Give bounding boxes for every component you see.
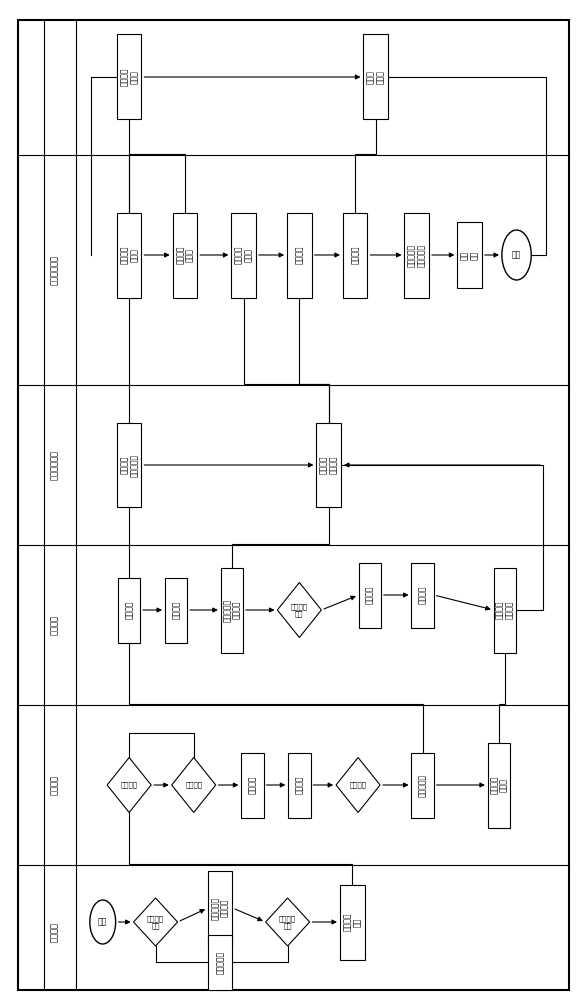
Text: 是否外包: 是否外包 <box>350 782 366 788</box>
Bar <box>359 562 381 628</box>
Text: 外包留样: 外包留样 <box>365 586 375 604</box>
Bar <box>494 567 516 652</box>
Text: 结束: 结束 <box>512 250 521 259</box>
Bar <box>117 422 141 507</box>
Text: 是否触起: 是否触起 <box>185 782 202 788</box>
Text: 审批信息单: 审批信息单 <box>215 950 225 974</box>
Bar <box>287 213 312 298</box>
Text: 迁样入库: 迁样入库 <box>171 601 181 619</box>
Bar <box>411 752 434 818</box>
Bar <box>173 213 197 298</box>
Text: 联系供应
商发货: 联系供应 商发货 <box>176 246 194 264</box>
Bar <box>363 34 388 119</box>
Text: 审核报表: 审核报表 <box>350 246 360 264</box>
Bar <box>404 213 429 298</box>
Text: 模起判断: 模起判断 <box>121 782 137 788</box>
Text: 接对样品
入库: 接对样品 入库 <box>343 913 362 931</box>
Text: 上传供应
商数据: 上传供应 商数据 <box>234 246 253 264</box>
Polygon shape <box>277 582 321 638</box>
Text: 服务类型
判断: 服务类型 判断 <box>291 603 308 617</box>
Bar <box>117 213 141 298</box>
Bar <box>488 742 510 828</box>
Text: 整理
开票: 整理 开票 <box>460 250 479 260</box>
Bar <box>288 752 311 818</box>
Text: 新建分包
服务单: 新建分包 服务单 <box>120 246 139 264</box>
Text: 数据分析阶段: 数据分析阶段 <box>49 450 59 480</box>
Bar <box>117 34 141 119</box>
Text: 项目类型
判断: 项目类型 判断 <box>147 915 164 929</box>
Bar <box>411 562 434 628</box>
Text: 代理商提
项审批: 代理商提 项审批 <box>120 68 139 86</box>
Bar <box>340 885 365 960</box>
Text: 客户填写样
品信息单: 客户填写样 品信息单 <box>211 896 230 920</box>
Text: 下单阶段: 下单阶段 <box>49 775 59 795</box>
Bar <box>241 752 264 818</box>
Text: 审核项目: 审核项目 <box>295 246 304 264</box>
Bar <box>316 422 341 507</box>
Polygon shape <box>107 758 151 812</box>
Text: 归还样品: 归还样品 <box>124 601 134 619</box>
Bar <box>343 213 367 298</box>
Polygon shape <box>171 758 215 812</box>
Bar <box>208 934 232 990</box>
Text: 审批是否
通过: 审批是否 通过 <box>279 915 296 929</box>
Text: 项目交付阶段: 项目交付阶段 <box>49 255 59 285</box>
Text: 新建服务单: 新建服务单 <box>418 773 427 797</box>
Text: 出具定性
分析数据: 出具定性 分析数据 <box>495 601 514 619</box>
Text: 申请留样: 申请留样 <box>295 776 304 794</box>
Polygon shape <box>265 898 309 946</box>
Bar <box>221 567 243 652</box>
Text: 样品出库: 样品出库 <box>248 776 257 794</box>
Text: 新建数据
分析服务单: 新建数据 分析服务单 <box>120 453 139 477</box>
Text: 新建定性
分析单: 新建定性 分析单 <box>490 776 508 794</box>
Text: 收样阶段: 收样阶段 <box>49 922 59 942</box>
Bar <box>457 223 482 288</box>
Text: 出具数据
分析报告: 出具数据 分析报告 <box>319 456 338 474</box>
Text: 出具实验检
查报告书: 出具实验检 查报告书 <box>222 598 241 622</box>
Text: 开始: 开始 <box>98 918 107 926</box>
Bar <box>118 577 140 642</box>
Text: 寄送样品: 寄送样品 <box>418 586 427 604</box>
Text: 实验阶段: 实验阶段 <box>49 615 59 635</box>
Text: 项目交付、
新建发货单: 项目交付、 新建发货单 <box>407 243 426 267</box>
Circle shape <box>502 230 531 280</box>
Polygon shape <box>133 898 177 946</box>
Circle shape <box>90 900 116 944</box>
Bar <box>165 577 187 642</box>
Polygon shape <box>336 758 380 812</box>
Bar <box>231 213 256 298</box>
Text: 代理商
发货单: 代理商 发货单 <box>366 70 385 84</box>
Bar <box>208 870 232 946</box>
